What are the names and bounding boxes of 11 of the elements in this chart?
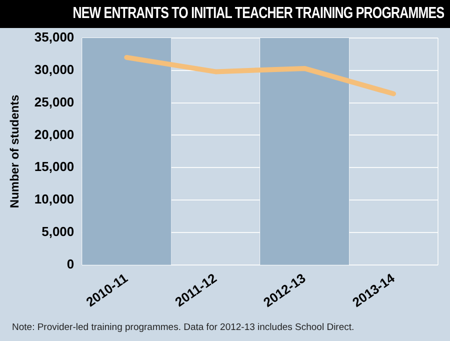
y-tick-label: 10,000 bbox=[34, 192, 74, 207]
y-tick-label: 30,000 bbox=[34, 62, 74, 77]
y-tick-label: 0 bbox=[66, 256, 74, 272]
y-axis-title: Number of students bbox=[8, 94, 22, 208]
y-tick-label: 5,000 bbox=[42, 224, 74, 240]
y-tick-label: 25,000 bbox=[34, 94, 74, 110]
y-tick-label: 20,000 bbox=[34, 126, 74, 142]
y-tick-label: 15,000 bbox=[34, 159, 74, 174]
text: Note: Provider-led training programmes. Data for 2012-13 includes School Direct. bbox=[12, 322, 354, 333]
chart-title: NEW ENTRANTS TO INITIAL TEACHER TRAINING PROGRAMMES bbox=[72, 4, 444, 24]
y-tick-label: 35,000 bbox=[34, 30, 74, 45]
